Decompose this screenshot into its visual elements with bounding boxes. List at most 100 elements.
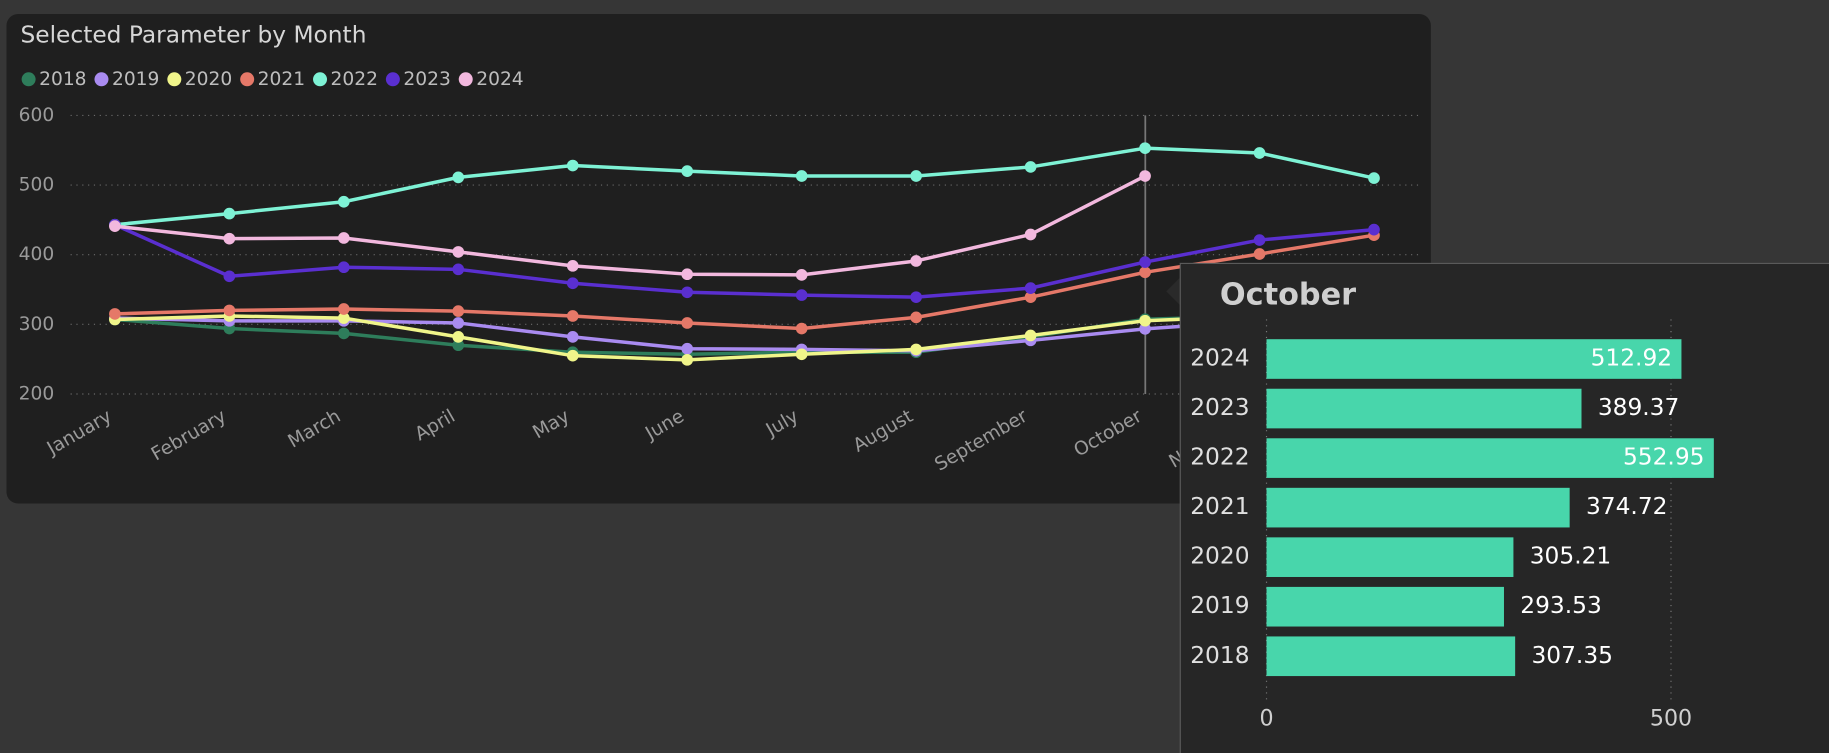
data-point xyxy=(1024,329,1037,342)
series-line xyxy=(114,146,1375,227)
data-point xyxy=(566,349,579,362)
y-tick-label: 500 xyxy=(19,175,55,196)
bar xyxy=(1266,636,1516,677)
y-tick-label: 2022 xyxy=(1190,444,1249,471)
data-point xyxy=(109,220,121,232)
data-point xyxy=(452,331,465,343)
data-point xyxy=(337,327,350,340)
data-point xyxy=(223,304,236,317)
data-point xyxy=(795,289,808,301)
data-point xyxy=(452,305,465,317)
data-point xyxy=(681,165,694,177)
series-line xyxy=(114,233,1375,331)
data-point xyxy=(1024,282,1037,294)
y-tick-label: 2019 xyxy=(1190,592,1249,619)
data-point xyxy=(1139,266,1151,279)
legend-marker xyxy=(21,72,36,87)
data-point xyxy=(1139,170,1151,182)
data-point xyxy=(681,317,694,329)
data-point xyxy=(1368,172,1380,184)
data-point xyxy=(1139,142,1151,154)
data-point xyxy=(910,255,922,267)
legend-label: 2023 xyxy=(403,69,450,90)
data-point xyxy=(681,286,694,299)
tooltip-title: October xyxy=(1220,278,1356,313)
bar xyxy=(1266,388,1582,429)
data-point xyxy=(910,170,922,182)
tooltip: October 0 500 2024 512.92 2023 389.37 2022 552.… xyxy=(1166,262,1829,753)
legend-label: 2020 xyxy=(185,69,232,90)
legend-marker xyxy=(385,72,400,87)
data-point xyxy=(566,159,579,172)
data-point xyxy=(795,170,808,182)
y-tick-label: 2020 xyxy=(1190,543,1249,570)
data-point xyxy=(1368,223,1380,236)
data-point xyxy=(452,246,465,258)
chart-panel xyxy=(6,13,1431,504)
data-point xyxy=(1139,256,1151,268)
tooltip-pointer xyxy=(1166,277,1181,306)
data-point xyxy=(223,270,236,283)
data-point xyxy=(1024,228,1037,241)
data-point xyxy=(337,261,350,274)
legend-label: 2018 xyxy=(39,69,86,90)
data-point xyxy=(452,263,465,276)
legend-label: 2024 xyxy=(476,69,523,90)
data-point xyxy=(795,269,808,281)
data-point xyxy=(452,339,465,352)
data-point xyxy=(566,310,579,322)
data-label: 305.21 xyxy=(1530,543,1612,570)
legend-label: 2019 xyxy=(112,69,159,90)
data-point xyxy=(566,277,579,290)
data-point xyxy=(337,232,350,244)
y-tick-label: 400 xyxy=(19,244,55,265)
data-point xyxy=(1253,234,1266,246)
data-point xyxy=(1024,291,1037,304)
data-point xyxy=(681,354,694,366)
bar xyxy=(1266,586,1504,627)
data-point xyxy=(337,312,350,324)
y-tick-label: 300 xyxy=(19,314,55,335)
data-point xyxy=(1253,248,1266,260)
data-point xyxy=(566,260,579,272)
y-tick-label: 2023 xyxy=(1190,394,1249,421)
data-label: 307.35 xyxy=(1531,642,1613,669)
legend-marker xyxy=(94,72,109,87)
data-point xyxy=(109,308,121,320)
y-tick-label: 2021 xyxy=(1190,493,1249,520)
data-label: 293.53 xyxy=(1520,592,1602,619)
bar xyxy=(1266,537,1514,577)
data-point xyxy=(337,303,350,315)
data-point xyxy=(1024,161,1037,173)
data-point xyxy=(1253,147,1266,159)
data-point xyxy=(910,311,922,324)
legend-marker xyxy=(458,72,473,87)
y-tick-label: 2018 xyxy=(1190,642,1249,669)
data-point xyxy=(1139,314,1151,327)
series-line xyxy=(114,174,1146,277)
x-tick-label: 500 xyxy=(1650,706,1692,732)
data-point xyxy=(1139,323,1151,335)
data-point xyxy=(452,317,465,329)
data-point xyxy=(681,268,694,281)
legend-marker xyxy=(313,72,328,87)
data-point xyxy=(910,291,922,304)
legend-label: 2021 xyxy=(258,69,305,90)
chart-title: Selected Parameter by Month xyxy=(20,22,366,49)
data-point xyxy=(223,232,236,245)
legend-marker xyxy=(167,72,182,87)
data-label: 389.37 xyxy=(1598,394,1680,421)
data-point xyxy=(681,342,694,355)
series-line xyxy=(114,314,1375,353)
data-point xyxy=(452,171,465,184)
data-point xyxy=(795,348,808,361)
data-point xyxy=(910,343,922,356)
y-tick-label: 2024 xyxy=(1190,345,1249,372)
x-tick-label: 0 xyxy=(1259,706,1273,732)
data-point xyxy=(566,331,579,343)
legend-marker xyxy=(240,72,255,87)
data-point xyxy=(795,322,808,335)
data-point xyxy=(337,195,350,208)
